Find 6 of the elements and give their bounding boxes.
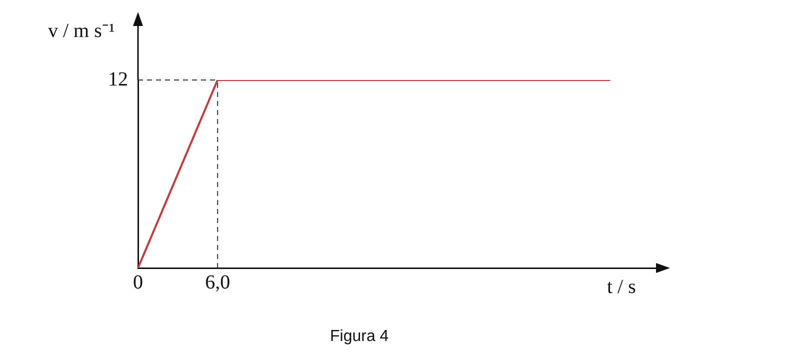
x-tick-label: 6,0 — [205, 271, 230, 294]
x-axis-title: t / s — [607, 276, 636, 299]
text: Figura 4 — [330, 328, 389, 346]
y-axis-title: v / m s⁻¹ — [48, 19, 115, 43]
x-tick-label: 0 — [133, 271, 143, 294]
text: 12 — [108, 68, 128, 90]
